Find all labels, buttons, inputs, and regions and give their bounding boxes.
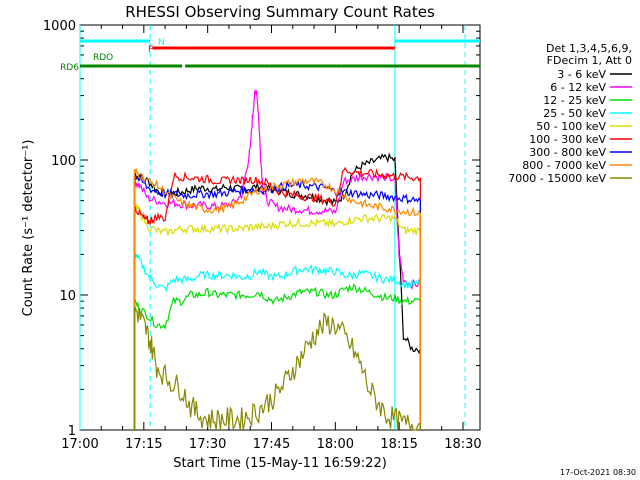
- legend-label-5: 100 - 300 keV: [529, 133, 606, 146]
- legend-label-6: 300 - 800 keV: [529, 146, 606, 159]
- legend-label-3: 25 - 50 keV: [543, 107, 606, 120]
- status-bar-label-n: N: [158, 38, 165, 48]
- x-axis: 17:00 17:15 17:30 17:45 18:00 18:15 18:30: [61, 25, 482, 452]
- x-axis-label: Start Time (15-May-11 16:59:22): [173, 456, 387, 471]
- x-tick-label-5: 18:15: [380, 437, 417, 452]
- x-tick-label-2: 17:30: [189, 437, 226, 452]
- legend-label-1: 6 - 12 keV: [550, 81, 606, 94]
- status-bar-label-f: F: [148, 45, 153, 55]
- series-line-7000-15000-kev: [133, 306, 421, 431]
- legend-header-line-2: FDecim 1, Att 0: [547, 54, 632, 67]
- legend: Det 1,3,4,5,6,9, FDecim 1, Att 0 3 - 6 k…: [508, 42, 632, 185]
- status-bar-label-rdo: RDO: [93, 53, 113, 63]
- y-axis-label: Count Rate (s⁻¹ detector⁻¹): [21, 140, 36, 317]
- series-line-12-25-kev: [133, 283, 421, 430]
- y-tick-label-1: 10: [59, 289, 76, 304]
- series-line-300-800-kev: [133, 173, 421, 430]
- state-vertical-lines: [79, 25, 466, 430]
- series-line-800-7000-kev: [133, 167, 421, 430]
- legend-header-line-1: Det 1,3,4,5,6,9,: [546, 42, 632, 55]
- legend-label-0: 3 - 6 keV: [557, 68, 606, 81]
- legend-label-2: 12 - 25 keV: [543, 94, 606, 107]
- chart-title: RHESSI Observing Summary Count Rates: [125, 3, 435, 21]
- status-bar-label-rd6: RD6: [60, 63, 79, 73]
- status-bars: NF RDO RD6: [60, 38, 480, 73]
- x-tick-label-0: 17:00: [61, 437, 98, 452]
- legend-label-4: 50 - 100 keV: [536, 120, 606, 133]
- legend-label-8: 7000 - 15000 keV: [508, 172, 606, 185]
- y-tick-label-3: 1000: [43, 19, 76, 34]
- footer-date-stamp: 17-Oct-2021 08:30: [560, 468, 636, 477]
- x-tick-label-1: 17:15: [125, 437, 162, 452]
- series-line-25-50-kev: [133, 253, 421, 430]
- legend-label-7: 800 - 7000 keV: [522, 159, 606, 172]
- y-axis: 1 10 100 1000: [43, 19, 480, 439]
- series-lines: [133, 89, 421, 431]
- x-tick-label-6: 18:30: [444, 437, 481, 452]
- series-line-100-300-kev: [133, 166, 421, 430]
- y-tick-label-0: 1: [68, 424, 76, 439]
- x-tick-label-4: 18:00: [317, 437, 354, 452]
- x-tick-label-3: 17:45: [253, 437, 290, 452]
- series-line-50-100-kev: [133, 203, 421, 430]
- y-tick-label-2: 100: [51, 154, 76, 169]
